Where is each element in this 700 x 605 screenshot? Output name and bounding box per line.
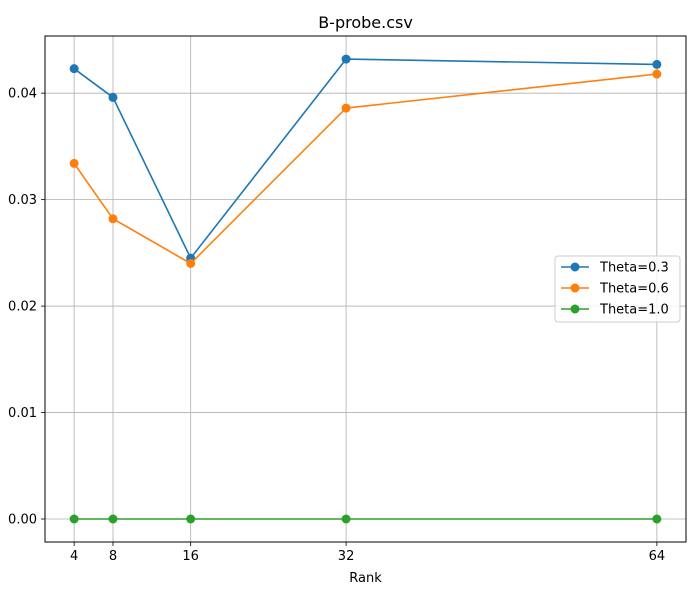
legend-label: Theta=1.0: [599, 303, 669, 318]
x-tick-label: 32: [338, 549, 355, 564]
legend-item: Theta=1.0: [561, 303, 669, 318]
legend-items: Theta=0.3 Theta=0.6 Theta=1.0: [561, 261, 669, 318]
data-point: [108, 92, 118, 102]
legend-box: [554, 255, 681, 323]
legend-label: Theta=0.3: [599, 261, 669, 276]
data-point: [652, 59, 662, 69]
legend-marker-swatch: [570, 262, 580, 272]
data-point: [186, 259, 196, 269]
legend: Theta=0.3 Theta=0.6 Theta=1.0: [554, 255, 681, 323]
series-3: [69, 514, 662, 524]
x-axis-ticks: 4 8 16 32 64: [70, 542, 665, 564]
legend-item: Theta=0.3: [561, 261, 669, 276]
legend-marker-swatch: [570, 283, 580, 293]
x-tick-label: 16: [182, 549, 199, 564]
chart-title: B-probe.csv: [318, 13, 413, 32]
plot-frame: [44, 35, 687, 543]
legend-label: Theta=0.6: [599, 282, 669, 297]
data-point: [652, 514, 662, 524]
series-layer: [69, 54, 662, 524]
data-point: [186, 514, 196, 524]
y-tick-label: 0.04: [8, 87, 37, 102]
x-axis-label: Rank: [349, 571, 382, 586]
data-point: [69, 158, 79, 168]
series-1: [69, 54, 662, 263]
data-point: [341, 103, 351, 113]
legend-marker-swatch: [570, 304, 580, 314]
y-axis-ticks: 0.00 0.01 0.02 0.03 0.04: [8, 87, 45, 528]
series-2: [69, 69, 662, 269]
y-tick-label: 0.02: [8, 300, 37, 315]
x-tick-label: 8: [109, 549, 117, 564]
data-point: [652, 69, 662, 79]
data-point: [341, 54, 351, 64]
data-point: [69, 514, 79, 524]
legend-item: Theta=0.6: [561, 282, 669, 297]
data-point: [69, 64, 79, 74]
x-tick-label: 64: [649, 549, 666, 564]
data-point: [108, 514, 118, 524]
y-tick-label: 0.00: [8, 513, 37, 528]
x-tick-label: 4: [70, 549, 78, 564]
data-point: [108, 214, 118, 224]
y-tick-label: 0.01: [8, 406, 37, 421]
data-point: [341, 514, 351, 524]
y-tick-label: 0.03: [8, 193, 37, 208]
